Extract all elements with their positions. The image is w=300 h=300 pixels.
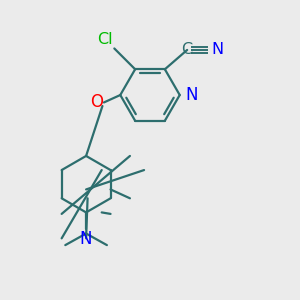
Text: N: N: [185, 86, 198, 104]
Text: O: O: [90, 93, 103, 111]
Text: N: N: [211, 43, 223, 58]
Text: N: N: [80, 230, 92, 248]
Text: C: C: [182, 43, 193, 58]
Text: Cl: Cl: [97, 32, 113, 47]
